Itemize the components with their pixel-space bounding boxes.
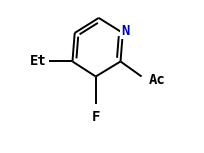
Text: F: F [91,110,99,124]
Text: Ac: Ac [148,73,165,86]
Text: Et: Et [29,54,46,69]
Text: N: N [120,24,129,38]
